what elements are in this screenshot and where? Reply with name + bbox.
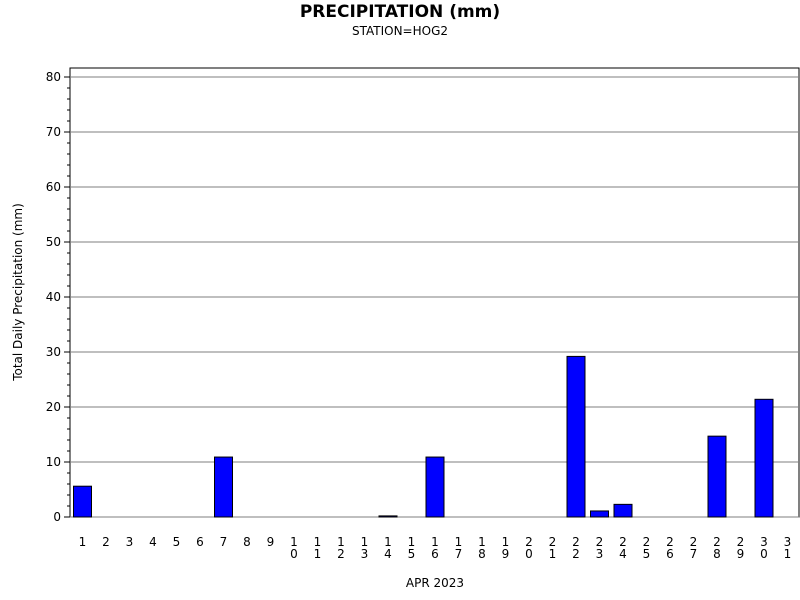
gridlines xyxy=(70,76,799,518)
y-tick-label: 70 xyxy=(46,125,61,139)
bar-day-14 xyxy=(378,515,398,518)
plot-area xyxy=(69,67,800,518)
x-tick-label: 3 xyxy=(126,535,134,549)
bar-day-30 xyxy=(754,398,774,518)
chart-subtitle: STATION=HOG2 xyxy=(352,24,448,38)
x-tick-label: 2 xyxy=(102,535,110,549)
y-tick-label: 40 xyxy=(46,290,61,304)
bar-day-22 xyxy=(566,355,586,518)
bars xyxy=(73,355,774,518)
x-tick-label: 6 xyxy=(196,535,204,549)
y-tick-label: 0 xyxy=(53,510,61,524)
y-tick-label: 30 xyxy=(46,345,61,359)
x-axis-label: APR 2023 xyxy=(406,576,464,590)
x-tick-label: 9 xyxy=(267,535,275,549)
y-axis: 0 10 20 30 40 50 60 70 80 xyxy=(46,70,70,524)
bar-day-23 xyxy=(590,510,609,518)
bar-day-1 xyxy=(73,485,92,518)
y-tick-label: 20 xyxy=(46,400,61,414)
bar-day-16 xyxy=(425,456,445,518)
x-tick-label: 1 xyxy=(79,535,87,549)
x-tick-label: 7 xyxy=(220,535,228,549)
y-tick-label: 10 xyxy=(46,455,61,469)
y-axis-label: Total Daily Precipitation (mm) xyxy=(11,203,25,382)
y-tick-label: 60 xyxy=(46,180,61,194)
chart-title: PRECIPITATION (mm) xyxy=(300,2,500,22)
y-tick-label: 80 xyxy=(46,70,61,84)
bar-day-24 xyxy=(613,503,633,518)
x-tick-label: 5 xyxy=(173,535,181,549)
y-tick-label: 50 xyxy=(46,235,61,249)
x-axis: 1 2 3 4 5 6 7 8 9 1 01 11 21 31 41 51 61 71 81 92 02 12 22 32 42… xyxy=(79,535,792,561)
x-tick-label: 8 xyxy=(243,535,251,549)
x-tick-label: 4 xyxy=(149,535,157,549)
bar-day-28 xyxy=(707,435,727,518)
bar-day-7 xyxy=(214,456,233,518)
